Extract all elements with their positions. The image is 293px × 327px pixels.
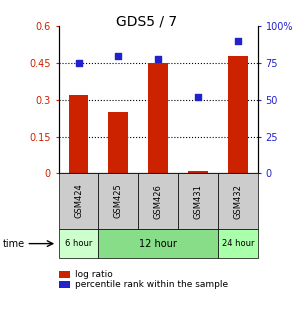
Text: GSM425: GSM425	[114, 184, 123, 218]
Point	[196, 94, 200, 99]
Text: GDS5 / 7: GDS5 / 7	[116, 15, 177, 29]
Bar	[188, 171, 208, 173]
Bar	[148, 63, 168, 173]
Bar	[69, 95, 88, 173]
Bar	[108, 112, 128, 173]
Point	[236, 38, 240, 43]
Point	[116, 53, 121, 58]
Text: GSM431: GSM431	[194, 184, 202, 218]
Text: GSM432: GSM432	[234, 184, 242, 218]
Text: GSM424: GSM424	[74, 184, 83, 218]
Text: 6 hour: 6 hour	[65, 239, 92, 248]
Text: percentile rank within the sample: percentile rank within the sample	[75, 280, 228, 289]
Text: 24 hour: 24 hour	[222, 239, 254, 248]
Text: 12 hour: 12 hour	[139, 239, 177, 249]
Bar	[228, 56, 248, 173]
Point	[76, 60, 81, 65]
Point	[156, 56, 161, 61]
Text: log ratio: log ratio	[75, 270, 113, 279]
Text: time: time	[3, 239, 25, 249]
Text: GSM426: GSM426	[154, 184, 163, 218]
